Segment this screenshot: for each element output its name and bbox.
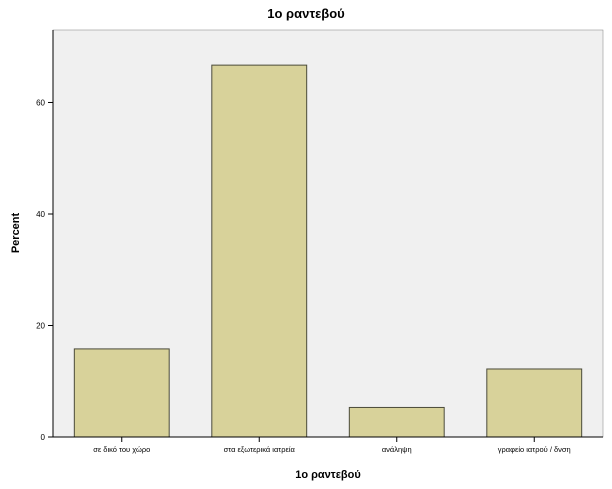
y-tick-label: 20	[36, 321, 45, 330]
bar	[348, 406, 445, 438]
bars-group	[73, 64, 583, 438]
x-tick-label: ανάληψη	[382, 445, 412, 454]
x-tick-label: σε δικό του χώρο	[93, 445, 150, 454]
y-axis-ticks: 0 20 40 60	[36, 98, 53, 442]
y-tick-label: 0	[41, 433, 46, 442]
bar	[73, 348, 170, 438]
y-tick-label: 40	[36, 210, 45, 219]
x-axis-title: 1ο ραντεβού	[295, 469, 361, 481]
y-axis-title: Percent	[10, 212, 22, 253]
y-tick-label: 60	[36, 98, 45, 107]
bar	[211, 64, 308, 438]
bar	[486, 368, 583, 438]
x-tick-label: στα εξωτερικά ιατρεία	[224, 445, 296, 454]
x-axis-tick-labels: σε δικό του χώρο στα εξωτερικά ιατρεία ανά…	[93, 437, 571, 454]
chart-title: 1ο ραντεβού	[267, 6, 345, 21]
x-tick-label: γραφείο ιατρού / δνση	[498, 445, 571, 454]
